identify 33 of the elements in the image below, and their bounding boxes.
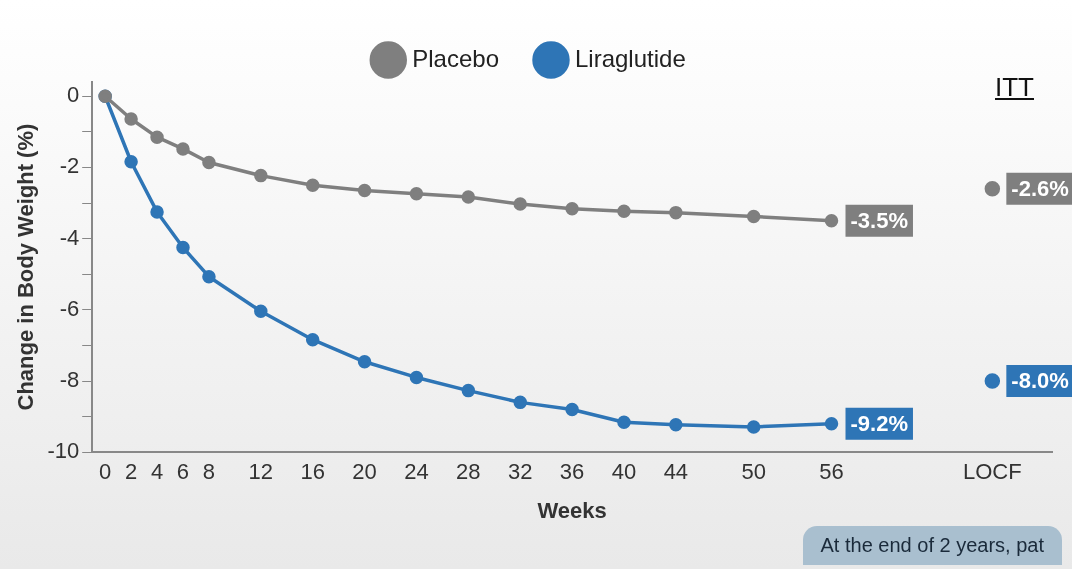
legend-label: Liraglutide bbox=[574, 44, 686, 72]
y-axis-title: Change in Body Weight (%) bbox=[13, 123, 39, 411]
x-tick-label: 2 bbox=[124, 459, 138, 485]
annotation: ITT bbox=[995, 72, 1034, 103]
data-label: -9.2% bbox=[850, 410, 908, 436]
x-tick-label: 40 bbox=[611, 459, 637, 485]
text: At the end of 2 years, pat bbox=[802, 526, 1062, 565]
x-tick-label: 28 bbox=[456, 459, 481, 485]
x-tick-label: LOCF bbox=[962, 459, 1022, 485]
x-tick-label: 56 bbox=[819, 459, 844, 485]
y-tick-label: -2 bbox=[59, 153, 80, 179]
y-tick-label: -10 bbox=[47, 438, 80, 464]
x-tick-label: 12 bbox=[248, 459, 274, 485]
data-label: -8.0% bbox=[1011, 368, 1069, 394]
x-axis-title: Weeks bbox=[537, 497, 607, 523]
x-tick-label: 44 bbox=[663, 459, 689, 485]
x-tick-label: 32 bbox=[507, 459, 533, 485]
legend-label: Placebo bbox=[412, 44, 499, 72]
x-tick-label: 20 bbox=[352, 459, 377, 485]
x-tick-label: 8 bbox=[202, 459, 216, 485]
x-tick-label: 16 bbox=[300, 459, 325, 485]
x-tick-label: 50 bbox=[741, 459, 766, 485]
data-label: -3.5% bbox=[850, 207, 908, 233]
x-tick-label: 6 bbox=[176, 459, 190, 485]
x-tick-label: 36 bbox=[559, 459, 585, 485]
y-tick-label: -6 bbox=[59, 295, 80, 321]
x-tick-label: 4 bbox=[150, 459, 164, 485]
x-tick-label: 0 bbox=[99, 459, 112, 485]
x-tick-label: 24 bbox=[404, 459, 429, 485]
y-tick-label: 0 bbox=[66, 82, 80, 108]
data-label: -2.6% bbox=[1011, 175, 1069, 201]
y-tick-label: -4 bbox=[59, 224, 80, 250]
y-tick-label: -8 bbox=[59, 367, 80, 393]
